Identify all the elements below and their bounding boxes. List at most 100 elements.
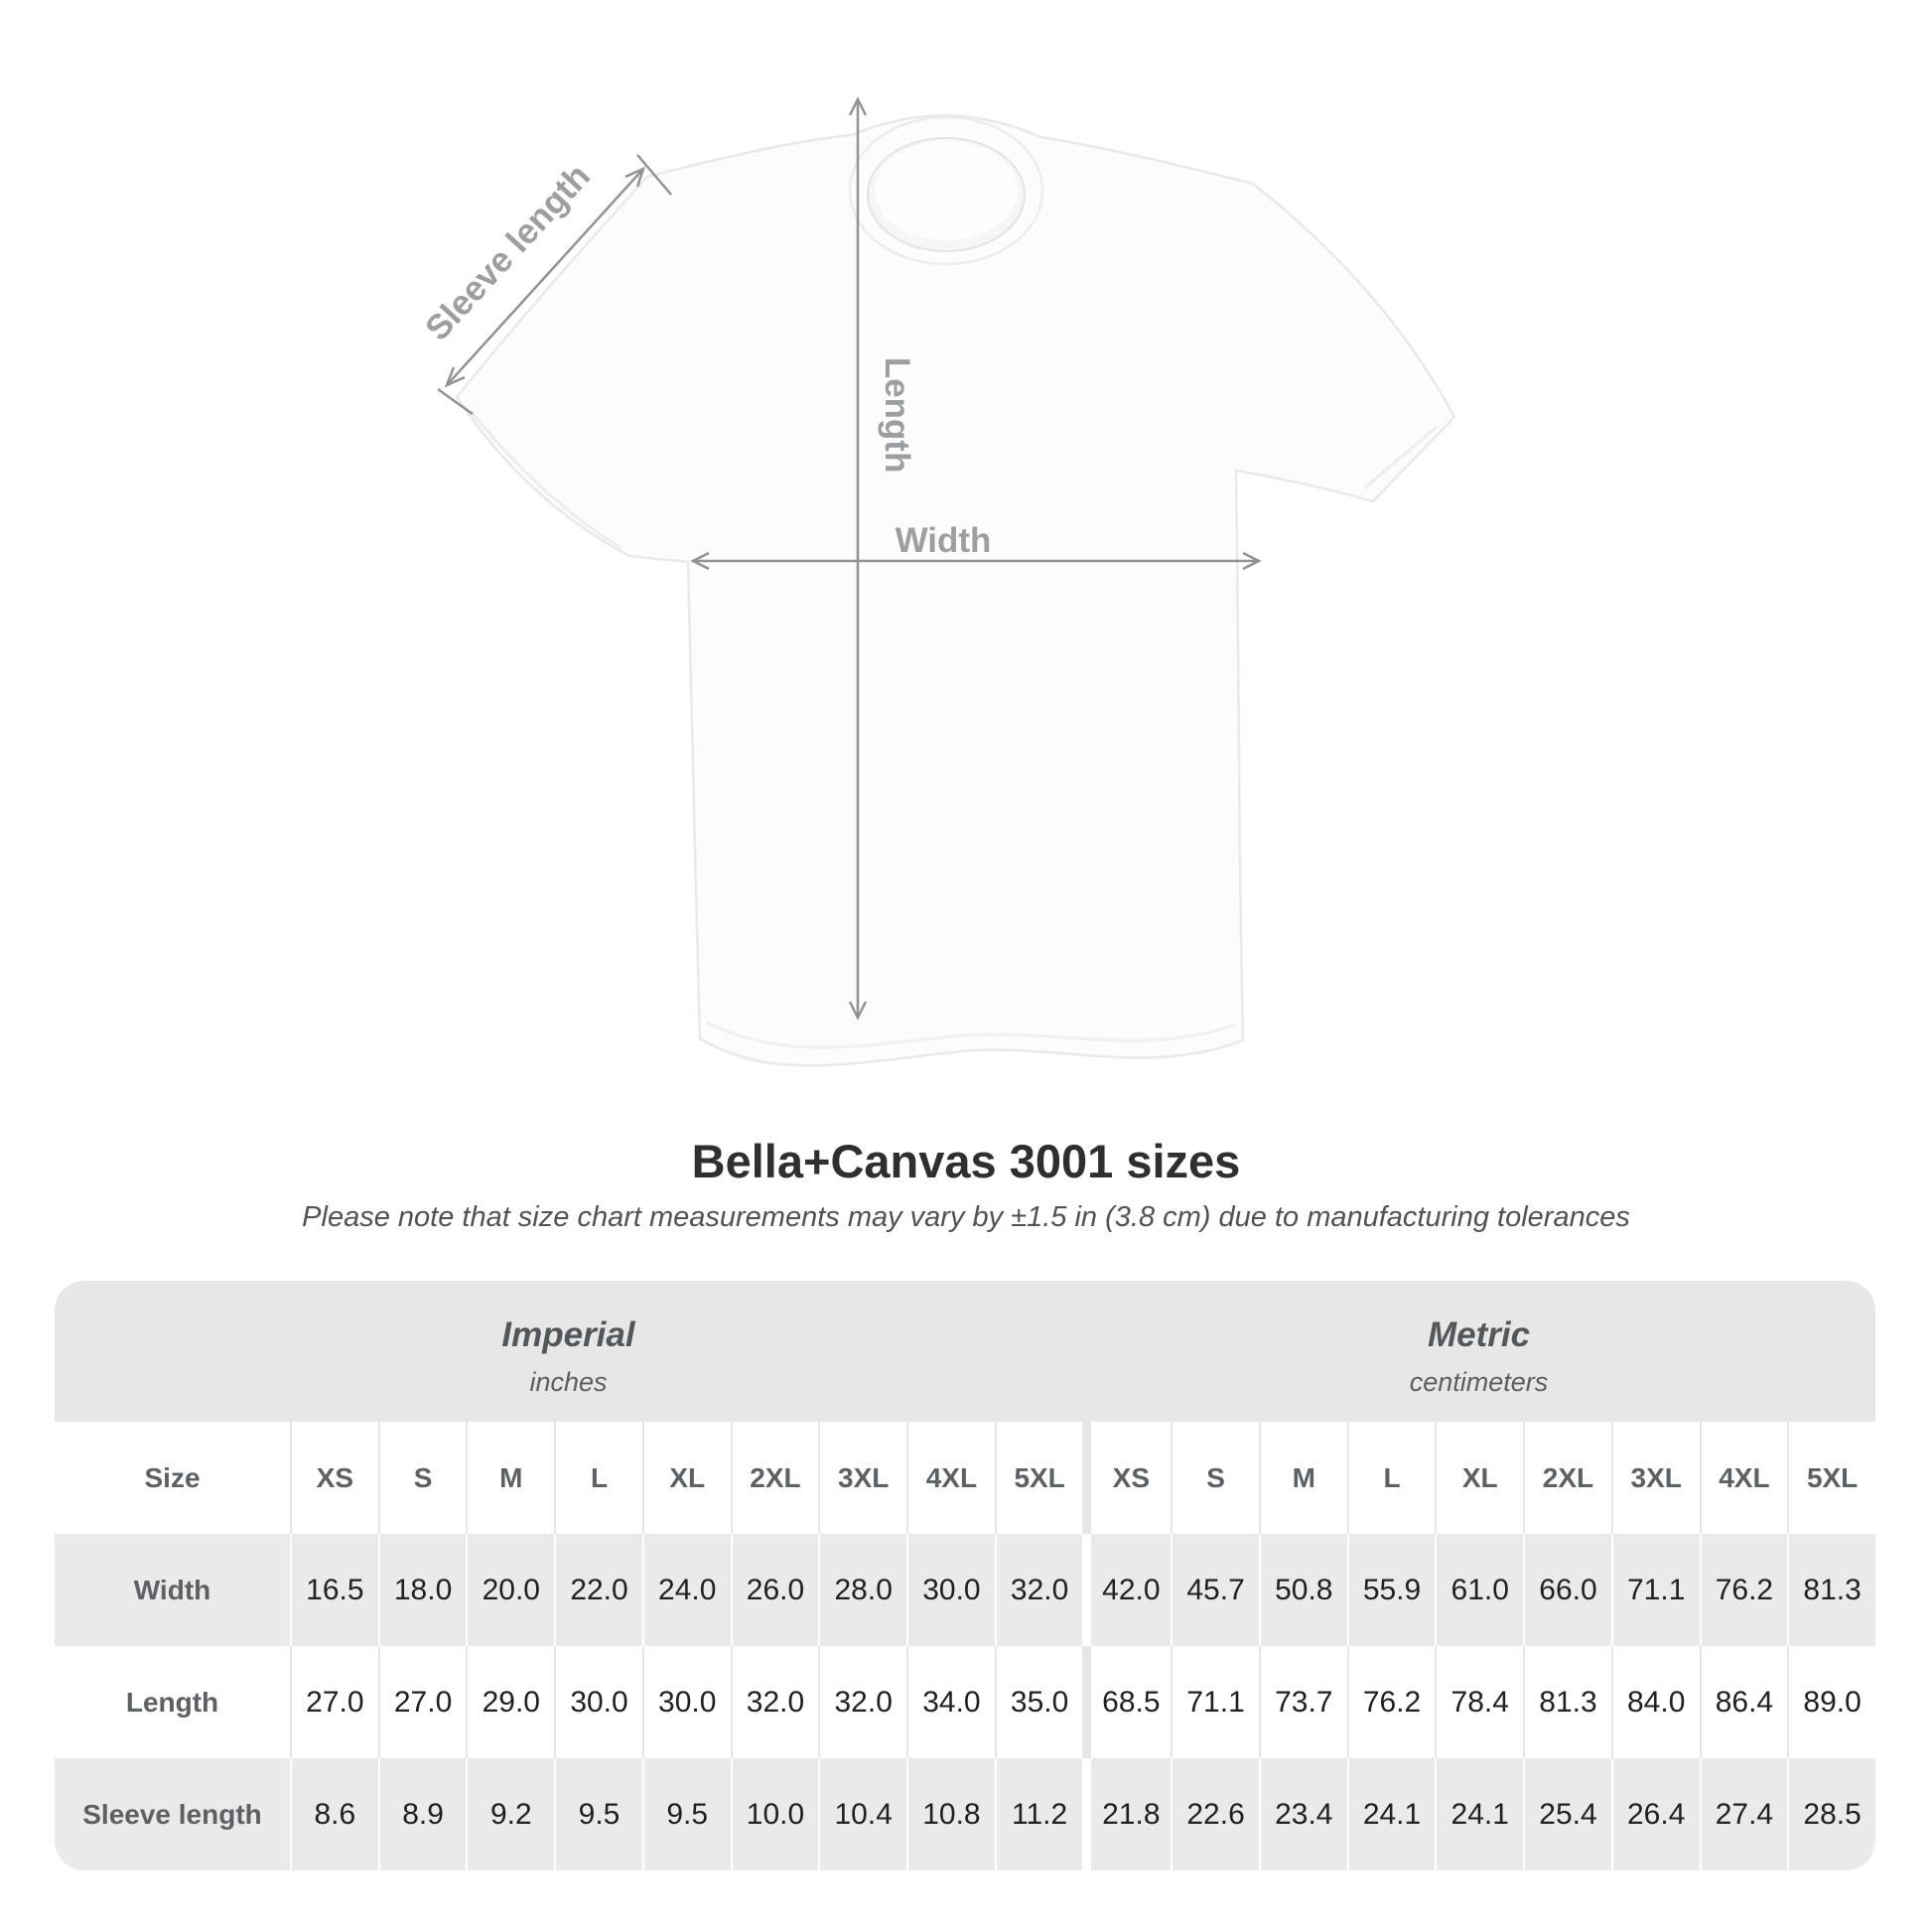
metric-title: Metric bbox=[1427, 1315, 1531, 1354]
unit-header-band: Imperial inches Metric centimeters bbox=[55, 1281, 1875, 1422]
value-metric-XL: 78.4 bbox=[1435, 1646, 1523, 1758]
value-imperial-S: 8.9 bbox=[377, 1758, 467, 1870]
value-metric-2XL: 81.3 bbox=[1523, 1646, 1611, 1758]
value-metric-L: 76.2 bbox=[1346, 1646, 1436, 1758]
value-metric-S: 45.7 bbox=[1171, 1534, 1259, 1646]
value-imperial-XL: 24.0 bbox=[641, 1534, 731, 1646]
value-metric-L: 55.9 bbox=[1346, 1534, 1436, 1646]
value-imperial-5XL: 35.0 bbox=[994, 1646, 1083, 1758]
size-chart-table: Imperial inches Metric centimeters Size X… bbox=[55, 1281, 1875, 1870]
value-imperial-XL: 9.5 bbox=[641, 1758, 731, 1870]
value-imperial-L: 30.0 bbox=[554, 1646, 642, 1758]
collar-inside-back bbox=[875, 141, 1018, 240]
left-cuff-stitch bbox=[469, 410, 622, 550]
value-metric-XS: 68.5 bbox=[1082, 1646, 1171, 1758]
size-header-imperial-S: S bbox=[377, 1422, 467, 1534]
sleeve-length-dimension bbox=[437, 154, 672, 416]
value-metric-XS: 42.0 bbox=[1082, 1534, 1171, 1646]
value-imperial-2XL: 26.0 bbox=[730, 1534, 819, 1646]
value-imperial-L: 22.0 bbox=[554, 1534, 642, 1646]
tshirt-graphic bbox=[455, 114, 1456, 1067]
value-metric-M: 50.8 bbox=[1258, 1534, 1347, 1646]
sleeve-dimension-tick-top bbox=[636, 154, 672, 196]
value-imperial-5XL: 32.0 bbox=[994, 1534, 1083, 1646]
measurement-row-length: Length 27.0 27.0 29.0 30.0 30.0 32.0 32.0 34.0 35… bbox=[55, 1646, 1875, 1758]
size-header-imperial-4XL: 4XL bbox=[906, 1422, 995, 1534]
size-header-metric-M: M bbox=[1258, 1422, 1347, 1534]
value-metric-2XL: 66.0 bbox=[1523, 1534, 1611, 1646]
value-metric-S: 22.6 bbox=[1171, 1758, 1259, 1870]
value-metric-XL: 61.0 bbox=[1435, 1534, 1523, 1646]
size-header-metric-L: L bbox=[1346, 1422, 1436, 1534]
page-subtitle: Please note that size chart measurements… bbox=[302, 1201, 1630, 1233]
row-label: Width bbox=[133, 1574, 211, 1605]
size-header-imperial-L: L bbox=[554, 1422, 642, 1534]
sleeve-dimension-tick-bottom bbox=[437, 387, 474, 416]
value-imperial-XS: 16.5 bbox=[290, 1534, 378, 1646]
value-imperial-2XL: 10.0 bbox=[730, 1758, 819, 1870]
table-rows: Size XS S M L XL 2XL 3XL 4XL 5XL XS S M L XL 2XL 3XL 4XL 5… bbox=[55, 1422, 1875, 1870]
row-label: Size bbox=[144, 1461, 201, 1493]
value-imperial-3XL: 10.4 bbox=[818, 1758, 906, 1870]
value-metric-4XL: 86.4 bbox=[1699, 1646, 1788, 1758]
size-header-metric-XL: XL bbox=[1435, 1422, 1523, 1534]
value-imperial-M: 29.0 bbox=[466, 1646, 554, 1758]
size-header-imperial-2XL: 2XL bbox=[730, 1422, 819, 1534]
value-imperial-XL: 30.0 bbox=[641, 1646, 731, 1758]
right-cuff-stitch bbox=[1363, 425, 1438, 490]
value-imperial-L: 9.5 bbox=[554, 1758, 642, 1870]
page-title: Bella+Canvas 3001 sizes bbox=[691, 1135, 1241, 1187]
value-imperial-5XL: 11.2 bbox=[994, 1758, 1083, 1870]
value-imperial-XS: 8.6 bbox=[290, 1758, 378, 1870]
tshirt-diagram-svg: Sleeve length Length Width bbox=[418, 96, 1456, 1067]
size-header-metric-S: S bbox=[1171, 1422, 1259, 1534]
size-header-row: Size XS S M L XL 2XL 3XL 4XL 5XL XS S M L XL 2XL 3XL 4XL 5… bbox=[55, 1422, 1875, 1534]
size-header-imperial-3XL: 3XL bbox=[818, 1422, 906, 1534]
tshirt-measurement-diagram: Sleeve length Length Width bbox=[418, 96, 1456, 1067]
length-dimension bbox=[848, 96, 868, 1021]
value-metric-XL: 24.1 bbox=[1435, 1758, 1523, 1870]
value-imperial-S: 27.0 bbox=[377, 1646, 467, 1758]
imperial-unit: inches bbox=[529, 1367, 608, 1397]
hem-stitch bbox=[706, 1021, 1236, 1049]
value-imperial-3XL: 32.0 bbox=[818, 1646, 906, 1758]
size-header-imperial-5XL: 5XL bbox=[994, 1422, 1083, 1534]
size-header-metric-4XL: 4XL bbox=[1699, 1422, 1788, 1534]
measurement-row-sleeve-length: Sleeve length 8.6 8.9 9.2 9.5 9.5 10.0 10.4 10.8… bbox=[55, 1758, 1875, 1870]
value-metric-M: 23.4 bbox=[1258, 1758, 1347, 1870]
metric-unit: centimeters bbox=[1409, 1367, 1549, 1397]
value-metric-4XL: 76.2 bbox=[1699, 1534, 1788, 1646]
width-dimension bbox=[690, 551, 1262, 571]
row-label: Sleeve length bbox=[82, 1798, 262, 1830]
size-header-metric-2XL: 2XL bbox=[1523, 1422, 1611, 1534]
metric-section-header: Metric centimeters bbox=[1082, 1281, 1875, 1422]
value-metric-XS: 21.8 bbox=[1082, 1758, 1171, 1870]
value-metric-L: 24.1 bbox=[1346, 1758, 1436, 1870]
size-header-metric-5XL: 5XL bbox=[1787, 1422, 1875, 1534]
value-imperial-M: 9.2 bbox=[466, 1758, 554, 1870]
width-label: Width bbox=[896, 521, 992, 560]
value-imperial-4XL: 10.8 bbox=[906, 1758, 995, 1870]
value-metric-3XL: 71.1 bbox=[1610, 1534, 1700, 1646]
value-imperial-XS: 27.0 bbox=[290, 1646, 378, 1758]
value-imperial-4XL: 34.0 bbox=[906, 1646, 995, 1758]
value-metric-M: 73.7 bbox=[1258, 1646, 1347, 1758]
value-metric-3XL: 26.4 bbox=[1610, 1758, 1700, 1870]
row-label: Length bbox=[125, 1686, 219, 1718]
value-imperial-M: 20.0 bbox=[466, 1534, 554, 1646]
value-metric-3XL: 84.0 bbox=[1610, 1646, 1700, 1758]
size-header-imperial-XL: XL bbox=[641, 1422, 731, 1534]
value-imperial-3XL: 28.0 bbox=[818, 1534, 906, 1646]
value-imperial-S: 18.0 bbox=[377, 1534, 467, 1646]
value-imperial-2XL: 32.0 bbox=[730, 1646, 819, 1758]
imperial-section-header: Imperial inches bbox=[55, 1281, 1082, 1422]
collar-outer-seam bbox=[848, 115, 1044, 266]
length-label: Length bbox=[878, 357, 916, 474]
value-metric-2XL: 25.4 bbox=[1523, 1758, 1611, 1870]
size-header-metric-XS: XS bbox=[1082, 1422, 1171, 1534]
value-metric-5XL: 28.5 bbox=[1787, 1758, 1875, 1870]
value-metric-5XL: 89.0 bbox=[1787, 1646, 1875, 1758]
value-metric-5XL: 81.3 bbox=[1787, 1534, 1875, 1646]
value-metric-4XL: 27.4 bbox=[1699, 1758, 1788, 1870]
imperial-title: Imperial bbox=[501, 1315, 635, 1354]
